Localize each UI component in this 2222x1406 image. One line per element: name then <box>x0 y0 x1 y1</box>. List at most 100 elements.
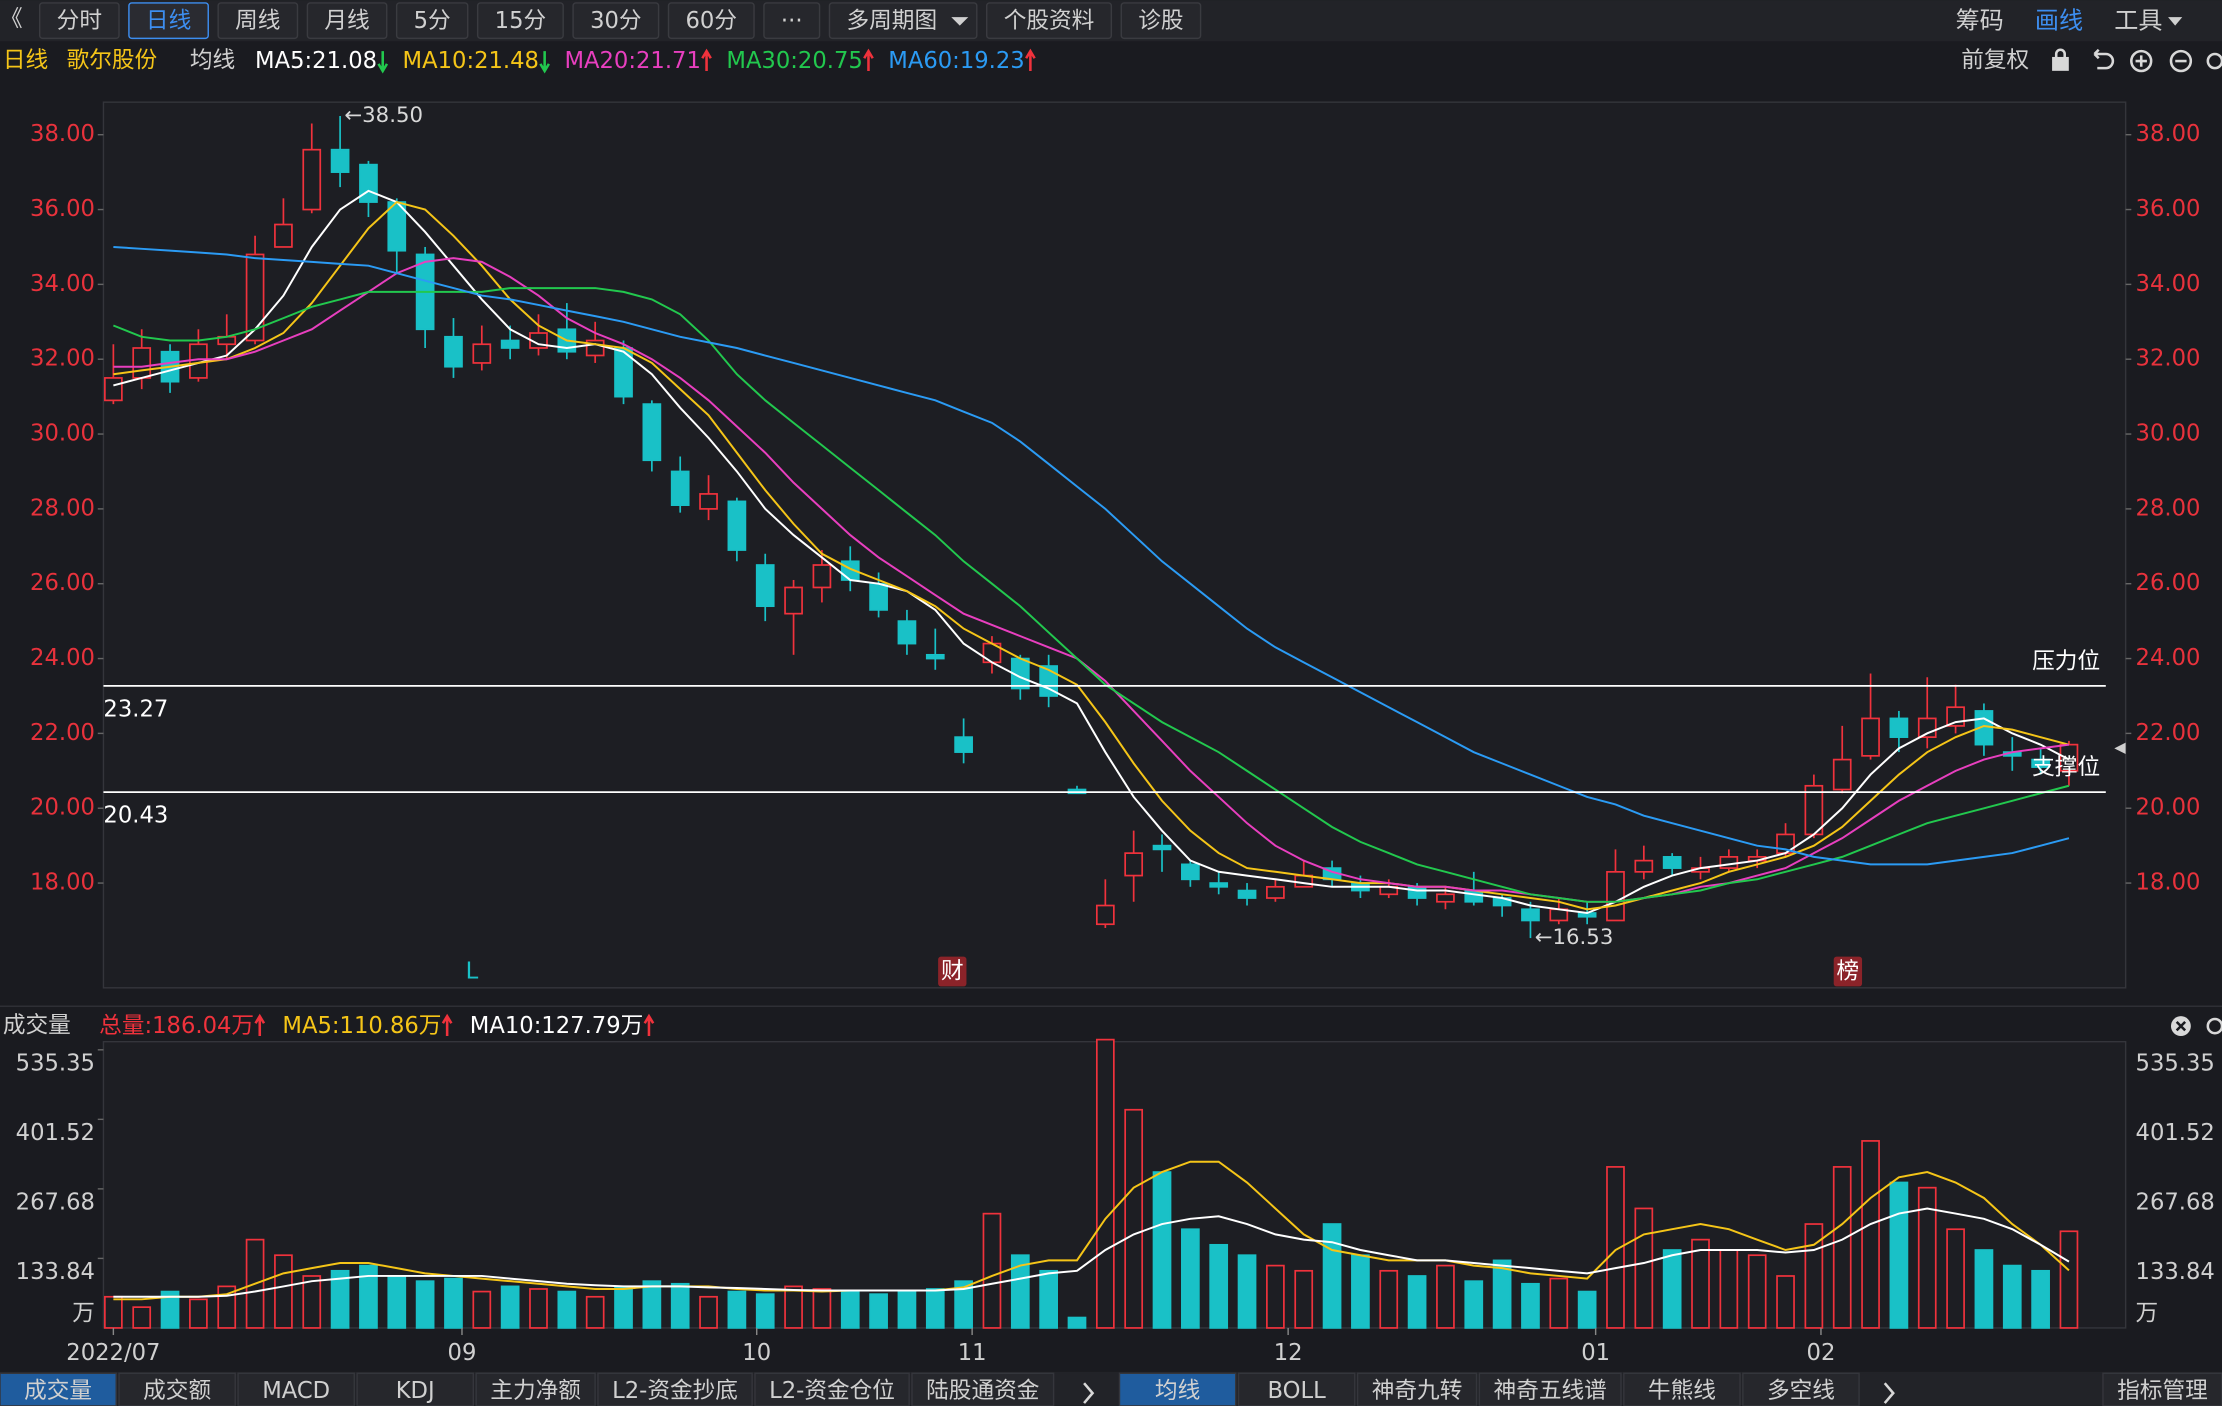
more-arrows[interactable] <box>1083 1382 1895 1404</box>
x-tick-label: 12 <box>1274 1340 1303 1366</box>
tab-box <box>1237 1372 1356 1406</box>
volume-bar <box>982 1212 1002 1329</box>
y-tick-label-right: 30.00 <box>2136 421 2201 447</box>
volume-bar <box>1379 1269 1399 1329</box>
volume-bar <box>1237 1254 1257 1329</box>
volume-bar <box>925 1288 945 1329</box>
event-marker[interactable]: 财 <box>941 959 964 985</box>
indicator-tab[interactable]: 多空线 <box>1742 1372 1860 1406</box>
candle-body <box>1181 863 1200 881</box>
volume-bar <box>1606 1166 1625 1329</box>
tab-box <box>1118 1372 1237 1406</box>
price-pointer <box>2114 742 2126 755</box>
toolbar-tab[interactable]: 周线 <box>217 2 299 40</box>
lock-icon[interactable] <box>2052 56 2069 71</box>
legend-sep: : <box>952 48 960 74</box>
toolbar-tab[interactable]: 个股资料 <box>986 2 1113 40</box>
toolbar-tab[interactable]: 30分 <box>572 2 660 40</box>
indicator-tab[interactable]: 成交额 <box>118 1372 236 1406</box>
volume-bar <box>274 1254 293 1329</box>
adjust-label[interactable]: 前复权 <box>1961 48 2029 74</box>
legend-name: MA60 <box>888 48 952 74</box>
indicator-tab[interactable]: BOLL <box>1237 1372 1356 1406</box>
dropdown-caret <box>951 17 969 26</box>
indicator-tab[interactable]: MACD <box>237 1372 355 1406</box>
volume-bar <box>869 1293 888 1329</box>
indicator-tab[interactable]: 牛熊线 <box>1623 1372 1741 1406</box>
toolbar-tab[interactable]: 月线 <box>306 2 388 40</box>
indicator-tab[interactable]: 神奇五线谱 <box>1478 1372 1622 1406</box>
back-button[interactable]: 《 <box>0 6 23 32</box>
indicator-tab[interactable]: 主力净额 <box>475 1372 596 1406</box>
zoom-out-icon[interactable] <box>2169 49 2193 73</box>
toolbar-tab[interactable]: 日线 <box>128 2 209 40</box>
tab-box <box>667 2 755 40</box>
trend-arrow <box>254 1013 266 1037</box>
volume-bar <box>1861 1140 1880 1329</box>
volume-bar <box>387 1275 407 1329</box>
tab-label: 分时 <box>57 8 102 34</box>
indicator-tab[interactable]: 陆股通资金 <box>911 1372 1055 1406</box>
price-panel <box>102 101 2127 989</box>
trend-arrow <box>701 48 712 71</box>
legend-name: MA10 <box>403 48 467 74</box>
volume-tick-label: 401.52 <box>16 1120 95 1146</box>
tab-label: 神奇九转 <box>1372 1378 1463 1404</box>
candle-body <box>1662 856 1682 869</box>
candle-body <box>897 620 917 645</box>
volume-bar <box>1492 1259 1512 1329</box>
indicator-tab[interactable]: 成交量 <box>0 1372 117 1406</box>
volume-bar <box>1974 1249 1994 1329</box>
undo-icon[interactable] <box>2093 48 2115 70</box>
candle-body <box>784 586 803 615</box>
tab-box[interactable] <box>2102 1372 2222 1406</box>
tab-box <box>986 2 1113 40</box>
toolbar-tab[interactable]: 60分 <box>667 2 755 40</box>
zoom-in-icon[interactable] <box>2130 49 2153 73</box>
candle-body <box>869 582 888 611</box>
candle-body <box>359 163 378 203</box>
toolbar-tab[interactable]: 多周期图 <box>828 2 978 40</box>
volume-bar <box>585 1295 605 1329</box>
settings-icon[interactable] <box>2206 52 2222 70</box>
indicator-manage[interactable]: 指标管理 <box>2117 1378 2208 1404</box>
event-box <box>938 956 967 987</box>
volume-bar <box>1095 1038 1115 1329</box>
trend-arrow <box>643 1013 655 1037</box>
toolbar-tab[interactable]: 5分 <box>395 2 469 40</box>
dropdown-caret <box>2168 17 2183 26</box>
tab-box <box>0 1372 117 1406</box>
tab-box <box>754 1372 910 1406</box>
volume-bar <box>330 1269 350 1329</box>
volume-bar <box>2059 1230 2079 1329</box>
volume-tick-label: 535.35 <box>16 1050 95 1076</box>
toolbar-tab[interactable]: ··· <box>763 2 821 40</box>
toolbar-tab[interactable]: 诊股 <box>1120 2 1202 40</box>
volume-settings-icon[interactable] <box>2206 1017 2222 1035</box>
event-marker[interactable]: 榜 <box>1837 959 1860 985</box>
indicator-tab[interactable]: KDJ <box>356 1372 475 1406</box>
candle-body <box>755 564 775 608</box>
toolbar-tab[interactable]: 分时 <box>38 2 120 40</box>
toolbar-right-item[interactable]: 画线 <box>2035 6 2083 34</box>
volume-bar <box>954 1280 973 1329</box>
event-marker[interactable]: L <box>466 959 479 985</box>
toolbar-right-item[interactable]: 筹码 <box>1956 6 2004 34</box>
y-tick-label: 24.00 <box>30 645 95 671</box>
volume-bar <box>557 1290 577 1329</box>
toolbar-tab[interactable]: 15分 <box>476 2 564 40</box>
trend-arrow <box>539 51 550 74</box>
toolbar-right-item[interactable]: 工具 <box>2114 6 2162 34</box>
volume-bar <box>1436 1264 1455 1329</box>
volume-ma-line <box>113 1207 2070 1298</box>
indicator-tab[interactable]: L2-资金抄底 <box>597 1372 753 1406</box>
volume-bar <box>160 1290 180 1329</box>
legend-sep: : <box>628 48 636 74</box>
tab-label: 60分 <box>686 8 737 34</box>
tab-box <box>217 2 299 40</box>
volume-bar <box>529 1288 548 1329</box>
indicator-tab[interactable]: 神奇九转 <box>1356 1372 1478 1406</box>
indicator-tab[interactable]: L2-资金仓位 <box>754 1372 910 1406</box>
indicator-tab[interactable]: 均线 <box>1118 1372 1237 1406</box>
tab-box <box>1742 1372 1860 1406</box>
